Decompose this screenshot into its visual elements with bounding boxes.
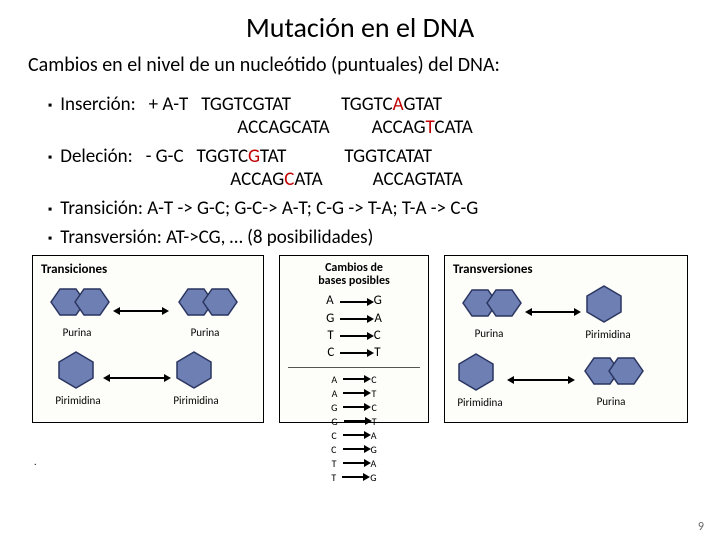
panel-title-transiciones: Transiciones bbox=[41, 262, 255, 277]
arrow-right-icon bbox=[343, 378, 365, 380]
cambios-row: GC bbox=[288, 402, 420, 413]
arrow-right-icon bbox=[340, 318, 368, 320]
pyrimidine-icon bbox=[581, 283, 627, 323]
transicion-text: Transición: A-T -> G-C; G-C-> A-T; C-G -… bbox=[60, 197, 478, 220]
transversion-row-2: Pirimidina Purina bbox=[453, 351, 679, 409]
arrow-right-icon bbox=[343, 406, 365, 408]
arrow-right-icon bbox=[343, 434, 365, 436]
delecion-seq2b: ACCAGTATA bbox=[373, 168, 463, 191]
bullet-marker-icon: ▪ bbox=[48, 99, 52, 113]
cambios-row: GT bbox=[288, 416, 420, 427]
subtitle: Cambios en el nivel de un nucleótido (pu… bbox=[28, 53, 692, 77]
purine-icon bbox=[575, 352, 647, 390]
pirimidina-label: Pirimidina bbox=[581, 328, 635, 341]
pirimidina-label: Pirimidina bbox=[53, 394, 103, 407]
bullet-marker-icon: ▪ bbox=[48, 203, 52, 217]
double-arrow-icon bbox=[119, 310, 163, 312]
pyrimidine-icon bbox=[453, 351, 499, 391]
purine-icon bbox=[453, 284, 525, 322]
bullet-marker-icon: ▪ bbox=[48, 151, 52, 165]
arrow-right-icon bbox=[344, 420, 366, 422]
purina-label: Purina bbox=[575, 395, 647, 408]
pyrimidine-icon bbox=[53, 349, 99, 389]
cambios-row: TC bbox=[288, 329, 420, 343]
purina-label: Purina bbox=[169, 326, 241, 339]
panel-title-transversiones: Transversiones bbox=[453, 262, 679, 277]
insercion-seq2b: ACCAGTCATA bbox=[372, 116, 473, 139]
cambios-top-list: AG GA TC CT bbox=[288, 294, 420, 360]
cambios-row: GA bbox=[288, 312, 420, 326]
cambios-row: AG bbox=[288, 294, 420, 308]
purina-label: Purina bbox=[41, 326, 113, 339]
page-number: 9 bbox=[698, 520, 704, 534]
cambios-bot-list: AC AT GC GT CA CG TA TG bbox=[288, 374, 420, 483]
cambios-row: TG bbox=[288, 472, 420, 483]
pirimidina-label: Pirimidina bbox=[453, 396, 507, 409]
delecion-seq2a: TGGTCATAT bbox=[344, 145, 432, 168]
diagram-area: Transiciones Purina Purina Pirimidina Pi… bbox=[28, 255, 692, 423]
arrow-right-icon bbox=[340, 301, 368, 303]
divider bbox=[288, 367, 420, 368]
cambios-row: TA bbox=[288, 458, 420, 469]
bullet-delecion: ▪ Deleción: - G-C TGGTCGTAT TGGTCATAT ACC… bbox=[48, 145, 692, 191]
dot-artifact: . bbox=[34, 455, 37, 468]
pirimidina-label: Pirimidina bbox=[171, 394, 221, 407]
double-arrow-icon bbox=[531, 311, 575, 313]
cambios-row: AC bbox=[288, 374, 420, 385]
purine-icon bbox=[169, 283, 241, 321]
delecion-seq1a: TGGTCGTAT bbox=[197, 145, 287, 168]
arrow-right-icon bbox=[340, 335, 368, 337]
transicion-purina-row: Purina Purina bbox=[41, 283, 255, 339]
purina-label: Purina bbox=[453, 327, 525, 340]
arrow-right-icon bbox=[342, 476, 364, 478]
arrow-right-icon bbox=[343, 462, 365, 464]
bullet-list: ▪ Inserción: + A-T TGGTCGTAT TGGTCAGTAT A… bbox=[28, 93, 692, 249]
panel-transiciones: Transiciones Purina Purina Pirimidina Pi… bbox=[32, 255, 264, 423]
double-arrow-icon bbox=[109, 377, 165, 379]
pyrimidine-icon bbox=[171, 349, 217, 389]
cambios-row: CG bbox=[288, 444, 420, 455]
cambios-row: AT bbox=[288, 388, 420, 399]
arrow-right-icon bbox=[343, 392, 365, 394]
page-title: Mutación en el DNA bbox=[28, 10, 692, 45]
insercion-label: Inserción: + A-T bbox=[60, 93, 201, 116]
arrow-right-icon bbox=[340, 352, 368, 354]
bullet-marker-icon: ▪ bbox=[48, 232, 52, 246]
cambios-row: CA bbox=[288, 430, 420, 441]
panel-title-cambios: Cambios debases posibles bbox=[288, 262, 420, 288]
bullet-transicion: ▪ Transición: A-T -> G-C; G-C-> A-T; C-G… bbox=[48, 197, 692, 220]
insercion-seq2a: TGGTCAGTAT bbox=[341, 93, 442, 116]
panel-cambios: Cambios debases posibles AG GA TC CT AC AT GC… bbox=[279, 255, 429, 423]
cambios-row: CT bbox=[288, 346, 420, 360]
insercion-seq1a: TGGTCGTAT bbox=[201, 93, 291, 116]
arrow-right-icon bbox=[343, 448, 365, 450]
transversion-text: Transversión: AT->CG, … (8 posibilidades… bbox=[60, 226, 373, 249]
purine-icon bbox=[41, 283, 113, 321]
panel-transversiones: Transversiones Purina Pirimidina Pirimid… bbox=[444, 255, 688, 423]
bullet-insercion: ▪ Inserción: + A-T TGGTCGTAT TGGTCAGTAT A… bbox=[48, 93, 692, 139]
transversion-row-1: Purina Pirimidina bbox=[453, 283, 679, 341]
insercion-seq1b: ACCAGCATA bbox=[237, 116, 329, 139]
delecion-seq1b: ACCAGCATA bbox=[230, 168, 322, 191]
delecion-label: Deleción: - G-C bbox=[60, 145, 196, 168]
transicion-pirimidina-row: Pirimidina Pirimidina bbox=[41, 349, 255, 407]
bullet-transversion: ▪ Transversión: AT->CG, … (8 posibilidad… bbox=[48, 226, 692, 249]
double-arrow-icon bbox=[513, 379, 569, 381]
